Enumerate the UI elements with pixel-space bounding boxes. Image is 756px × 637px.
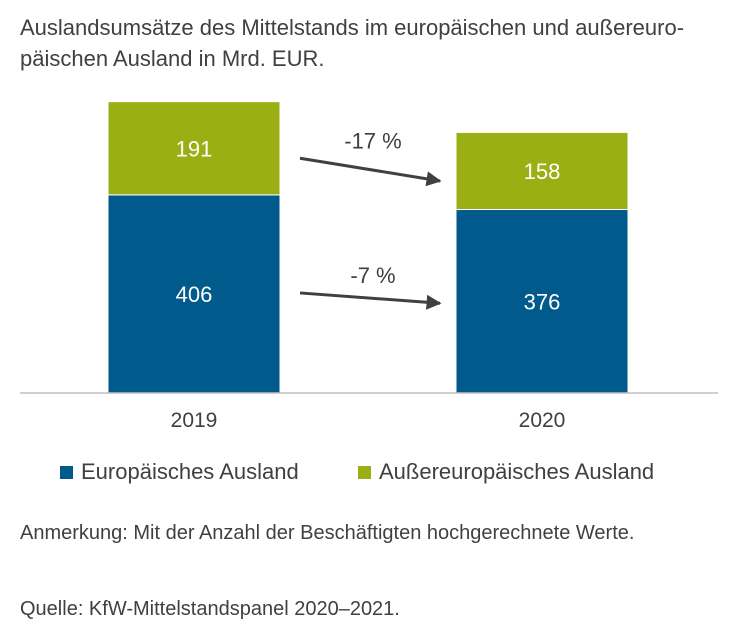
x-tick-label-2020: 2020 bbox=[519, 409, 566, 432]
bar-2020-series-1 bbox=[455, 131, 629, 211]
legend-item-outside: Außereuropäisches Ausland bbox=[358, 455, 654, 489]
data-label-2020-series-0: 376 bbox=[524, 289, 561, 314]
data-label-2019-series-0: 406 bbox=[176, 282, 213, 307]
legend-swatch-europe bbox=[60, 465, 73, 479]
x-tick-label-2019: 2019 bbox=[171, 409, 218, 432]
x-tick-labels: 2019 2020 bbox=[171, 409, 566, 432]
change-label-1: -7 % bbox=[350, 263, 395, 288]
change-arrow-0 bbox=[299, 156, 442, 187]
change-label-0: -17 % bbox=[344, 128, 401, 153]
legend-label-outside: Außereuropäisches Ausland bbox=[379, 459, 655, 484]
data-label-2020-series-1: 158 bbox=[524, 159, 561, 184]
legend-swatch-outside bbox=[358, 465, 371, 479]
chart-note: Anmerkung: Mit der Anzahl der Beschäftig… bbox=[20, 522, 635, 544]
change-annotations: -17 % -7 % bbox=[299, 128, 442, 310]
bars-group: 406 191 376 158 bbox=[107, 101, 629, 394]
bar-2019-series-1 bbox=[107, 101, 281, 196]
legend-item-europe: Europäisches Ausland bbox=[60, 455, 299, 489]
chart-title: Auslandsumsätze des Mittelstands im euro… bbox=[20, 15, 685, 71]
bar-2019-series-0 bbox=[107, 194, 281, 394]
legend-label-europe: Europäisches Ausland bbox=[81, 459, 299, 484]
change-arrow-1 bbox=[299, 291, 442, 310]
legend: Europäisches Ausland Außereuropäisches A… bbox=[0, 455, 756, 491]
data-label-2019-series-1: 191 bbox=[176, 136, 213, 161]
chart-source: Quelle: KfW-Mittelstandspanel 2020–2021. bbox=[20, 598, 400, 620]
